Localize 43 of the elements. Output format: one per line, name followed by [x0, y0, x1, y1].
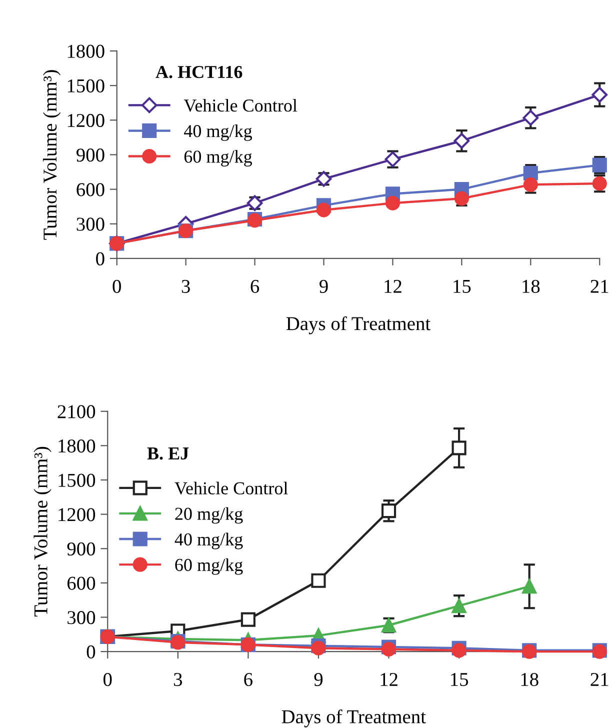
x-tick-label: 12	[380, 673, 398, 686]
x-tick-label: 15	[454, 280, 471, 293]
text: A. HCT116	[156, 66, 242, 78]
y-tick-label: 0	[86, 645, 96, 658]
legend-label: 60 mg/kg	[175, 558, 243, 575]
x-axis-title: Days of Treatment	[282, 709, 426, 728]
y-axis-title: Tumor Volume (mm³)	[34, 446, 52, 616]
y-tick-label: 1200	[58, 508, 96, 522]
y-tick-label: 300	[68, 611, 96, 624]
x-tick-label: 12	[384, 280, 402, 293]
y-tick-label: 600	[67, 576, 96, 590]
x-tick-label: 9	[320, 280, 328, 293]
y-tick-label: 900	[76, 148, 104, 162]
x-tick-label: 9	[314, 673, 323, 686]
legend-label: Vehicle Control	[174, 482, 288, 495]
y-tick-label: 600	[76, 183, 104, 196]
legend-label: 40 mg/kg	[184, 124, 252, 141]
y-tick-label: 300	[76, 218, 104, 231]
text: B. EJ	[147, 448, 189, 460]
legend-label: Vehicle Control	[184, 98, 298, 112]
y-tick-label: 1800	[58, 439, 96, 453]
x-axis-title: Days of Treatment	[286, 316, 430, 334]
y-tick-label: 1800	[68, 44, 104, 58]
x-tick-label: 18	[521, 672, 538, 686]
legend-label: 40 mg/kg	[174, 532, 243, 550]
x-tick-label: 6	[250, 280, 260, 293]
y-tick-label: 1500	[58, 474, 96, 487]
x-tick-label: 15	[451, 673, 468, 686]
x-tick-label: 0	[112, 280, 121, 293]
x-tick-label: 3	[174, 673, 182, 686]
y-tick-label: 2100	[58, 405, 96, 418]
x-tick-label: 21	[590, 280, 608, 293]
y-axis-title: Tumor Volume (mm³)	[42, 70, 61, 240]
legend-label: 60 mg/kg	[184, 150, 252, 166]
y-tick-label: 1200	[68, 114, 104, 128]
legend-label: 20 mg/kg	[175, 507, 243, 524]
x-tick-label: 21	[590, 673, 608, 686]
y-tick-label: 900	[67, 542, 96, 556]
y-tick-label: 1500	[68, 79, 104, 92]
x-tick-label: 18	[522, 280, 540, 293]
x-tick-label: 6	[244, 673, 252, 686]
x-tick-label: 3	[182, 280, 190, 293]
y-tick-label: 0	[96, 252, 104, 266]
